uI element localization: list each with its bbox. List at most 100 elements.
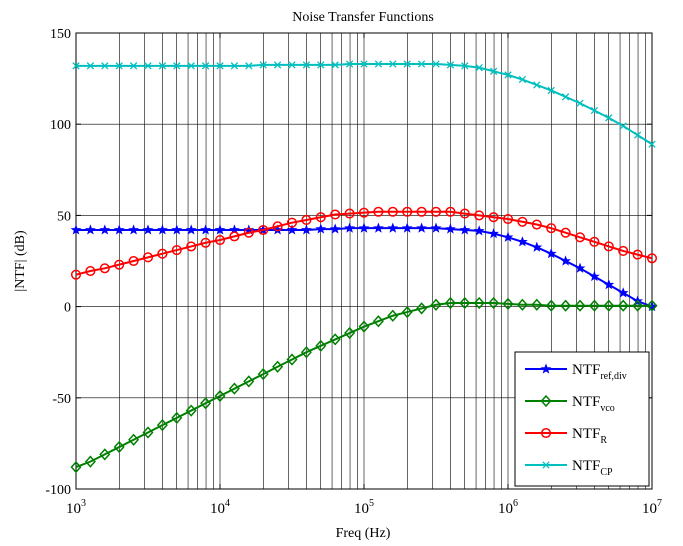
data-point xyxy=(142,426,154,439)
data-point xyxy=(504,71,512,79)
legend-item: NTFvco xyxy=(525,394,615,414)
x-tick-label: 104 xyxy=(210,498,230,517)
data-point xyxy=(488,227,499,239)
data-point xyxy=(142,224,154,235)
data-point-stroke xyxy=(533,81,541,89)
data-point xyxy=(546,223,557,234)
data-point xyxy=(358,320,370,333)
data-point xyxy=(200,397,212,410)
data-point xyxy=(185,404,197,417)
data-point-stroke xyxy=(619,122,627,130)
legend-label: NTFR xyxy=(572,426,607,446)
data-point xyxy=(516,298,528,311)
data-point xyxy=(129,62,138,70)
data-point xyxy=(214,224,226,235)
data-point xyxy=(360,60,368,68)
data-point xyxy=(473,225,485,236)
y-tick-label: 100 xyxy=(50,118,71,133)
data-point xyxy=(286,224,298,235)
series-lines xyxy=(70,60,658,474)
data-point-stroke xyxy=(187,62,195,70)
series-cp xyxy=(72,60,656,148)
data-point xyxy=(540,394,552,408)
y-tick-label: 0 xyxy=(64,301,71,316)
data-point xyxy=(403,60,411,68)
data-point xyxy=(542,461,550,469)
data-point xyxy=(115,62,123,70)
data-point xyxy=(632,249,643,260)
data-point xyxy=(272,360,284,373)
data-point xyxy=(648,140,656,148)
data-point xyxy=(300,346,312,359)
data-point xyxy=(128,224,139,235)
x-tick-label: 107 xyxy=(642,498,662,517)
data-point-stroke xyxy=(518,75,527,84)
data-point-stroke xyxy=(129,62,138,70)
data-point xyxy=(518,75,527,84)
data-point-stroke xyxy=(158,62,167,70)
data-point xyxy=(461,62,469,70)
data-point xyxy=(632,299,644,312)
y-tick-label: 50 xyxy=(57,209,71,224)
data-point xyxy=(329,223,341,234)
data-point xyxy=(114,259,125,270)
data-point xyxy=(315,212,326,223)
data-point xyxy=(200,224,211,235)
legend-item: NTFCP xyxy=(525,458,613,478)
data-point xyxy=(315,339,327,352)
data-point xyxy=(617,287,629,298)
data-point xyxy=(560,255,571,266)
data-point xyxy=(574,232,586,243)
data-point-stroke xyxy=(605,114,613,122)
data-point xyxy=(72,62,80,70)
data-point xyxy=(301,214,312,226)
data-point xyxy=(113,224,125,235)
axis-ticks: -100 -50 0 50 100 150 103 104 105 106 107 xyxy=(45,27,662,517)
data-point xyxy=(344,326,356,340)
data-point xyxy=(142,252,154,263)
data-point xyxy=(70,224,82,235)
data-point xyxy=(258,224,269,236)
data-point xyxy=(387,222,399,233)
data-point xyxy=(201,62,210,70)
data-point xyxy=(603,241,614,252)
y-axis-label: |NTF| (dB) xyxy=(13,230,28,292)
data-point-stroke xyxy=(86,62,95,70)
data-point xyxy=(430,298,442,311)
data-point xyxy=(156,419,168,432)
data-point xyxy=(517,216,528,227)
data-point xyxy=(286,353,298,366)
data-point-stroke xyxy=(374,60,383,68)
data-point xyxy=(373,222,384,233)
data-point xyxy=(416,222,427,233)
data-point xyxy=(430,206,442,217)
data-point-stroke xyxy=(317,61,325,69)
legend-item: NTFR xyxy=(525,426,607,446)
data-point xyxy=(560,227,571,238)
data-point-stroke xyxy=(245,62,253,70)
data-point xyxy=(547,86,555,95)
series-vco xyxy=(70,296,658,474)
data-point xyxy=(70,460,82,474)
data-point xyxy=(128,433,140,446)
data-point xyxy=(329,333,341,346)
data-point xyxy=(588,299,600,312)
data-point xyxy=(200,237,211,248)
data-point xyxy=(84,455,96,468)
data-point xyxy=(417,60,426,68)
data-point-stroke xyxy=(201,62,210,70)
data-point xyxy=(633,131,642,139)
data-point xyxy=(489,67,498,75)
data-point xyxy=(86,62,95,70)
data-point xyxy=(358,222,370,233)
data-point-stroke xyxy=(590,106,599,115)
data-point xyxy=(99,448,111,461)
data-point xyxy=(171,411,183,424)
data-point xyxy=(459,224,471,235)
x-axis-label: Freq (Hz) xyxy=(336,526,391,541)
data-point xyxy=(531,241,543,252)
data-point-stroke xyxy=(403,60,411,68)
data-point xyxy=(488,296,500,310)
data-point xyxy=(445,223,456,234)
data-point xyxy=(144,62,152,70)
